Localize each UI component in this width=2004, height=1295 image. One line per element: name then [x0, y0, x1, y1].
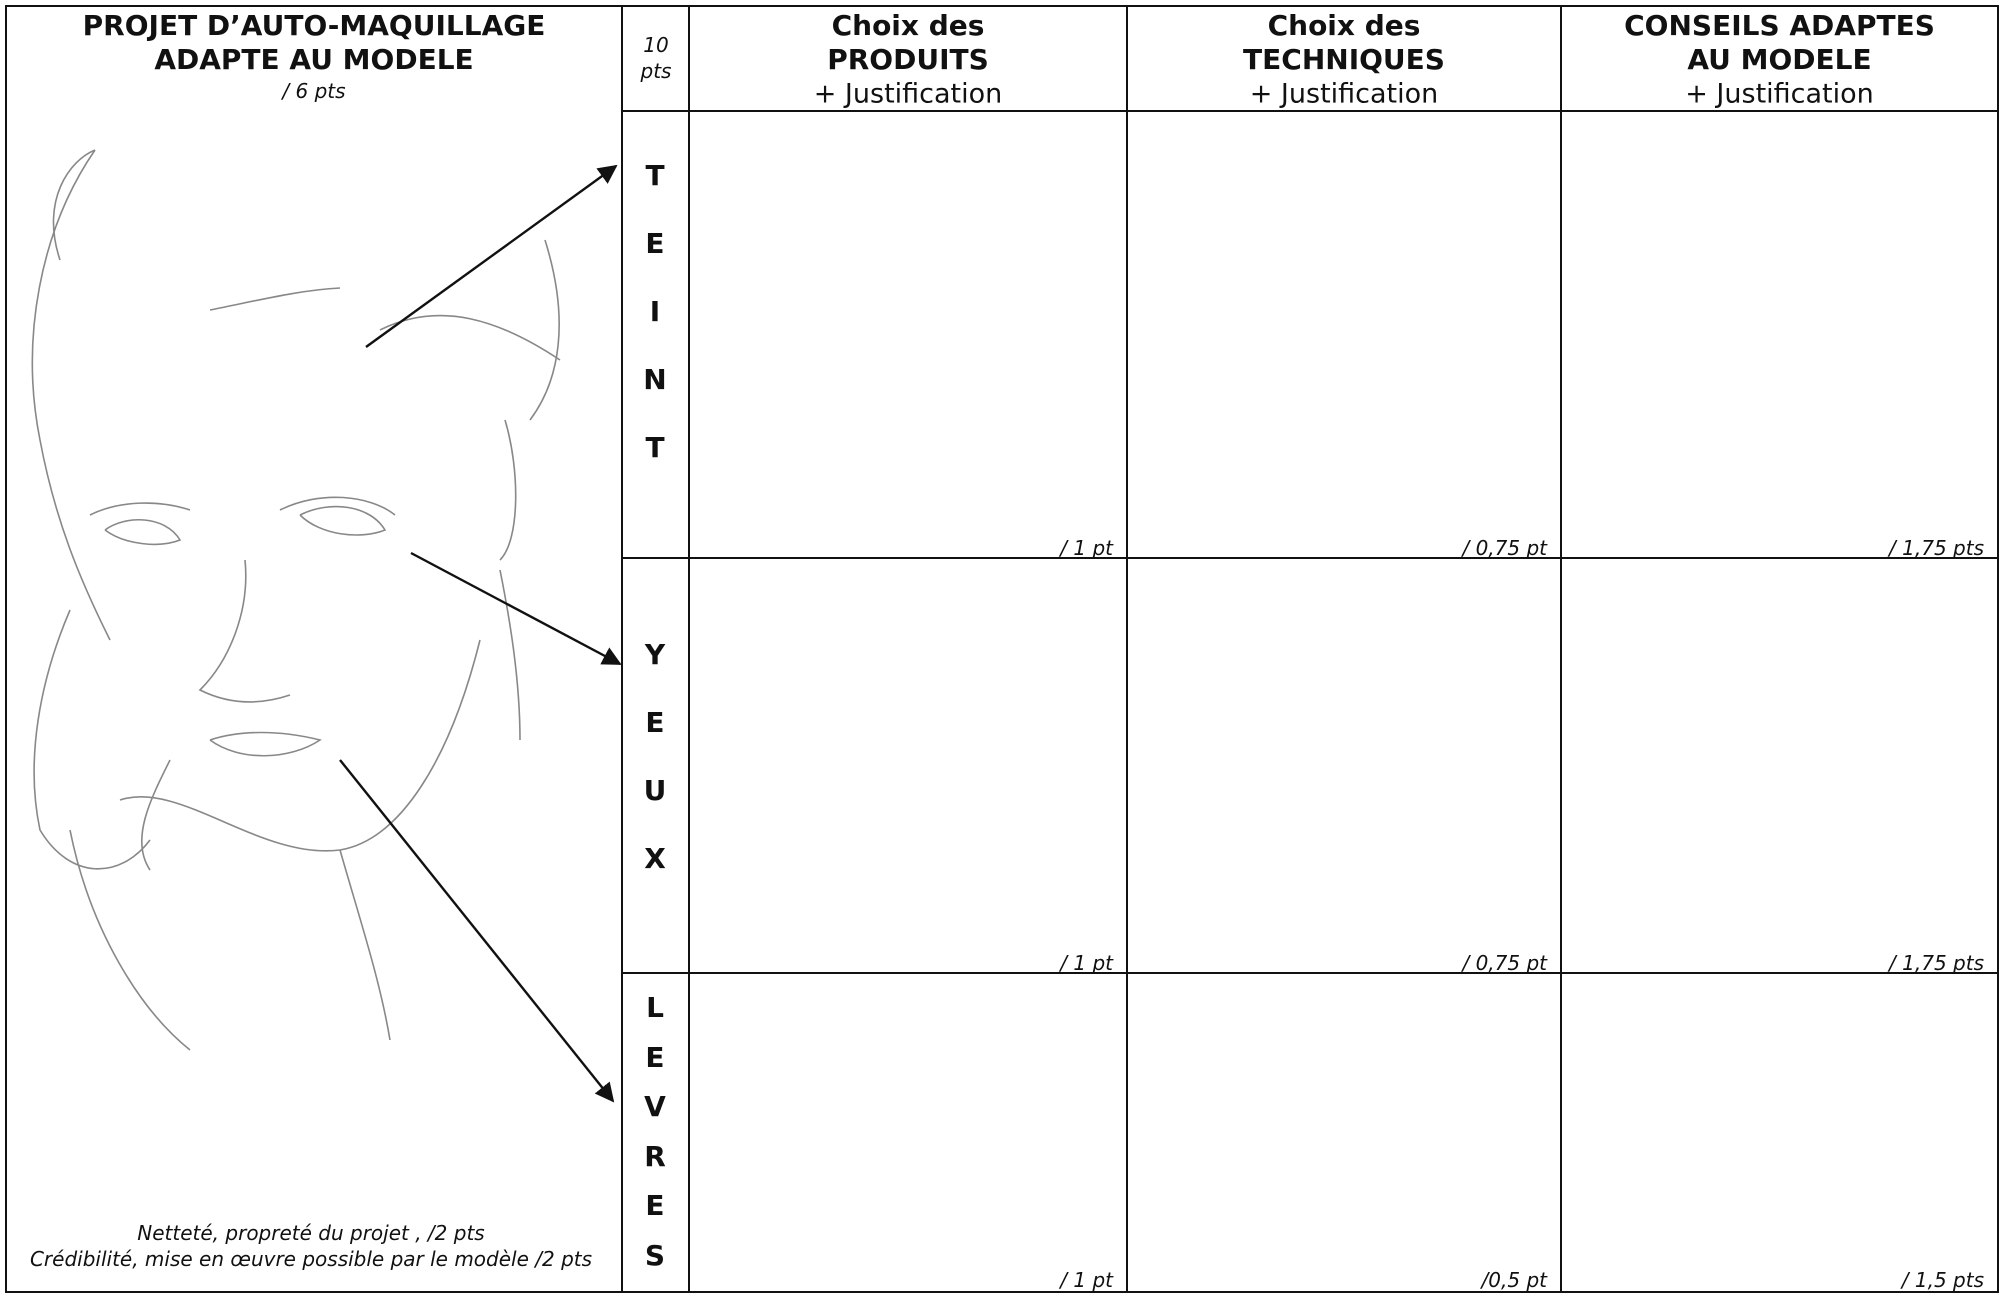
- row-label-letter: X: [644, 842, 666, 875]
- panel-note: Netteté, propreté du projet , /2 pts: [137, 1221, 485, 1245]
- score: / 1,75 pts: [1889, 951, 1984, 975]
- row-label-letter: E: [645, 227, 665, 260]
- table-grid: [5, 5, 1999, 1293]
- column-header: PRODUITS: [827, 43, 989, 76]
- score: / 1 pt: [1060, 1268, 1113, 1292]
- row-label-letter: T: [645, 159, 665, 192]
- column-header: CONSEILS ADAPTES: [1624, 9, 1935, 42]
- points-header: pts: [640, 59, 672, 83]
- panel-note: Crédibilité, mise en œuvre possible par …: [29, 1247, 593, 1271]
- score: / 1,75 pts: [1889, 536, 1984, 560]
- row-label-letter: T: [645, 431, 665, 464]
- row-label-letter: N: [643, 363, 667, 396]
- column-header: Choix des: [831, 9, 985, 42]
- score: / 1 pt: [1060, 951, 1113, 975]
- panel-subtitle: / 6 pts: [282, 79, 346, 103]
- score: / 0,75 pt: [1462, 536, 1547, 560]
- face-sketch: [31, 149, 561, 1051]
- score: / 1,5 pts: [1901, 1268, 1984, 1292]
- column-header: AU MODELE: [1687, 43, 1872, 76]
- column-subheader: + Justification: [1685, 78, 1874, 110]
- column-subheader: + Justification: [1249, 78, 1439, 110]
- column-subheader: + Justification: [813, 78, 1003, 110]
- row-label-letter: S: [644, 1238, 666, 1272]
- row-label-letter: L: [646, 991, 664, 1024]
- panel-title: ADAPTE AU MODELE: [154, 43, 474, 76]
- row-label-letter: E: [645, 1040, 665, 1074]
- row-label-letter: E: [645, 1189, 665, 1222]
- score: / 0,75 pt: [1462, 951, 1547, 975]
- points-header: 10: [643, 33, 669, 57]
- column-header: Choix des: [1267, 9, 1421, 42]
- row-label-letter: Y: [644, 638, 666, 671]
- score: /0,5 pt: [1481, 1268, 1547, 1292]
- score: / 1 pt: [1060, 536, 1113, 560]
- row-label-letter: E: [645, 706, 665, 739]
- row-label-letter: I: [649, 295, 661, 328]
- arrows: [339, 164, 622, 1103]
- row-label-letter: R: [644, 1139, 666, 1173]
- row-label-letter: U: [643, 774, 667, 807]
- panel-title: PROJET D’AUTO-MAQUILLAGE: [82, 9, 546, 42]
- row-label-letter: V: [644, 1090, 666, 1123]
- column-header: TECHNIQUES: [1243, 43, 1445, 76]
